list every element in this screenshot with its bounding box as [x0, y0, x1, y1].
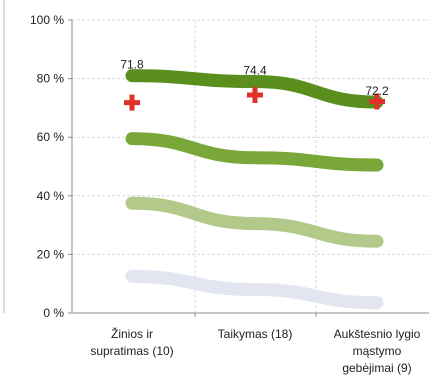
cross-marker — [369, 93, 385, 110]
y-tick-label: 100 % — [30, 13, 64, 27]
y-tick-label: 40 % — [37, 189, 65, 203]
series-line-3 — [125, 196, 384, 248]
cross-markers — [124, 87, 385, 111]
x-category-label: Aukštesnio lygio — [334, 327, 421, 341]
y-tick-label: 20 % — [37, 247, 65, 261]
x-category-label: Žinios ir — [111, 326, 153, 341]
axes — [68, 19, 429, 317]
series-line-1 — [125, 69, 384, 109]
data-label: 71.8 — [120, 58, 144, 72]
data-label: 72.2 — [365, 84, 389, 98]
cross-marker — [124, 94, 140, 111]
x-category-label: mąstymo — [353, 344, 402, 358]
cross-marker — [247, 87, 263, 104]
x-category-label: Taikymas (18) — [218, 327, 293, 341]
y-tick-label: 80 % — [37, 72, 65, 86]
series-line-2 — [125, 132, 384, 172]
y-tick-label: 60 % — [37, 130, 65, 144]
series-line-4 — [125, 269, 384, 310]
data-label: 74.4 — [243, 64, 267, 78]
x-category-label: gebėjimai (9) — [342, 361, 411, 375]
data-labels: 71.8 74.4 72.2 — [120, 58, 389, 98]
x-category-label: supratimas (10) — [90, 344, 173, 358]
y-tick-label: 0 % — [43, 306, 64, 320]
x-axis-category-labels: Žinios ir supratimas (10) Taikymas (18) Auk… — [90, 326, 420, 375]
y-axis-ticks: 0 % 20 % 40 % 60 % 80 % 100 % — [30, 13, 64, 320]
series-lines — [125, 69, 384, 310]
